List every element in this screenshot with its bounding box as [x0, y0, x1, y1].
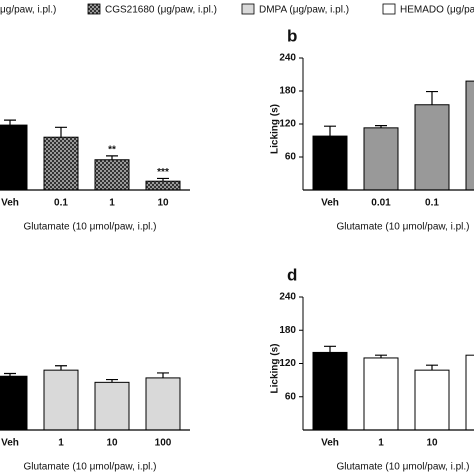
- legend-swatch: [241, 3, 255, 15]
- bar: [363, 127, 399, 191]
- legend-swatch: [87, 3, 101, 15]
- x-tick-label: 1: [378, 438, 384, 449]
- x-tick-label: 10: [426, 438, 438, 449]
- x-tick-label: 0.1: [54, 198, 68, 209]
- x-axis-label: Glutamate (10 μmol/paw, i.pl.): [336, 222, 469, 233]
- x-tick-label: Veh: [321, 198, 339, 209]
- y-axis-label: Licking (s): [270, 343, 281, 393]
- error-bar: [106, 155, 118, 160]
- x-axis-label: Glutamate (10 μmol/paw, i.pl.): [23, 462, 156, 473]
- bar: [94, 381, 130, 431]
- x-axis-label: Glutamate (10 μmol/paw, i.pl.): [336, 462, 469, 473]
- bar: [94, 159, 130, 191]
- y-tick-label: 240: [279, 292, 296, 303]
- legend-label: CGS21680 (μg/paw, i.pl.): [105, 5, 217, 16]
- error-bar: [426, 90, 438, 105]
- legend-label: DMPA (μg/paw, i.pl.): [259, 5, 349, 16]
- bar: [0, 375, 28, 431]
- x-tick-label: 1: [109, 198, 115, 209]
- y-tick-label: 180: [279, 325, 296, 336]
- significance: ***: [157, 167, 169, 178]
- bar: [363, 357, 399, 431]
- bar: [465, 80, 474, 191]
- error-bar: [324, 345, 336, 353]
- x-tick-label: Veh: [1, 438, 19, 449]
- y-tick-label: 60: [285, 391, 297, 402]
- error-bar: [55, 126, 67, 138]
- panel-label: d: [287, 265, 297, 284]
- error-bar: [375, 125, 387, 128]
- bar: [414, 104, 450, 191]
- error-bar: [157, 177, 169, 182]
- x-axis-label: Glutamate (10 μmol/paw, i.pl.): [23, 222, 156, 233]
- x-tick-label: 10: [106, 438, 118, 449]
- error-bar: [55, 365, 67, 371]
- bar: [145, 377, 181, 431]
- bar: [43, 369, 79, 431]
- error-bar: [4, 372, 16, 377]
- panel-label: b: [287, 26, 297, 45]
- bar: [465, 354, 474, 431]
- bar: [414, 369, 450, 431]
- error-bar: [375, 354, 387, 358]
- bar: [0, 124, 28, 191]
- error-bar: [426, 364, 438, 371]
- x-tick-label: 0.1: [425, 198, 439, 209]
- error-bar: [4, 119, 16, 126]
- legend-label: μg/paw, i.pl.): [0, 5, 56, 16]
- x-tick-label: Veh: [1, 198, 19, 209]
- error-bar: [157, 372, 169, 378]
- x-tick-label: 100: [155, 438, 172, 449]
- bar: [312, 351, 348, 431]
- x-tick-label: 10: [157, 198, 169, 209]
- x-tick-label: 0.01: [371, 198, 391, 209]
- bar: [312, 135, 348, 191]
- y-tick-label: 60: [285, 152, 297, 163]
- error-bar: [324, 125, 336, 137]
- significance: **: [108, 145, 116, 156]
- x-tick-label: 1: [58, 438, 64, 449]
- y-axis-label: Licking (s): [270, 104, 281, 154]
- bar: [43, 136, 79, 191]
- y-tick-label: 240: [279, 53, 296, 64]
- bar: [145, 180, 181, 191]
- legend-swatch: [382, 3, 396, 15]
- y-tick-label: 120: [279, 358, 296, 369]
- error-bar: [106, 378, 118, 383]
- legend-label: HEMADO (μg/paw, i.pl.): [400, 5, 474, 16]
- x-tick-label: Veh: [321, 438, 339, 449]
- y-tick-label: 120: [279, 119, 296, 130]
- y-tick-label: 180: [279, 86, 296, 97]
